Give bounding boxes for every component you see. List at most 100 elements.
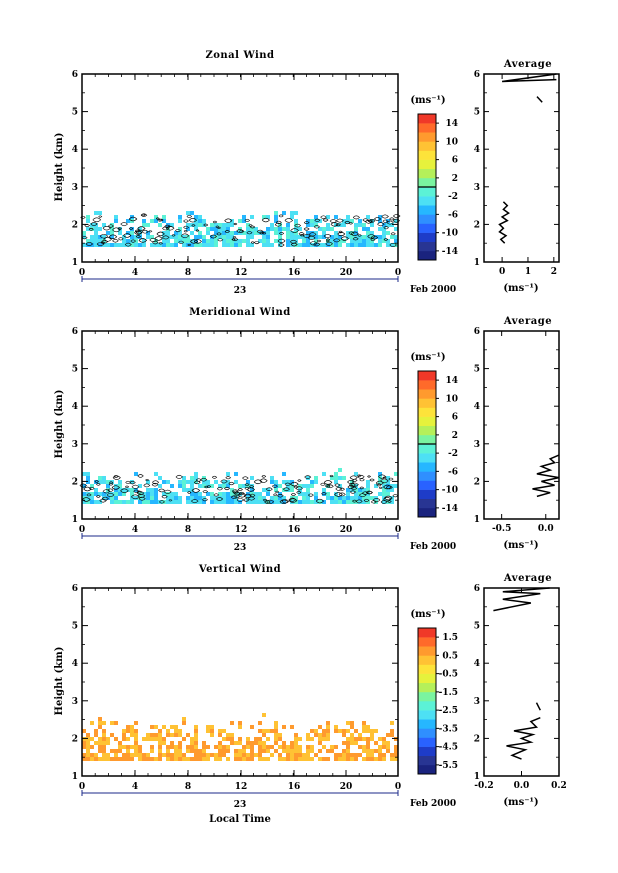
heatmap-cell	[174, 757, 178, 761]
heatmap-cell	[226, 235, 230, 239]
contour-line	[224, 218, 233, 223]
contour-line	[157, 218, 163, 222]
heatmap-cell	[126, 745, 130, 749]
contour-line	[295, 486, 303, 491]
heatmap-cell	[282, 211, 286, 215]
heatmap-cell	[206, 480, 210, 484]
heatmap-cell	[366, 239, 370, 243]
heatmap-cell	[134, 749, 138, 753]
heatmap-cell	[86, 745, 90, 749]
heatmap-cell	[326, 227, 330, 231]
heatmap-cell	[270, 227, 274, 231]
profile-y-tick-label: 1	[474, 258, 480, 268]
contour-line	[382, 476, 387, 480]
contour-line	[216, 497, 224, 501]
heatmap-cell	[334, 500, 338, 504]
heatmap-cell	[302, 243, 306, 247]
heatmap-cell	[202, 749, 206, 753]
heatmap-cell	[354, 737, 358, 741]
heatmap-cell	[306, 757, 310, 761]
contour-line	[383, 226, 389, 230]
heatmap-cell	[386, 231, 390, 235]
heatmap-cell	[122, 492, 126, 496]
contour-line	[123, 233, 132, 238]
heatmap-cell	[350, 484, 354, 488]
heatmap-cell	[246, 737, 250, 741]
heatmap-cell	[226, 757, 230, 761]
heatmap-cell	[202, 745, 206, 749]
heatmap-cell	[310, 484, 314, 488]
contour-line	[154, 236, 163, 241]
contour-line	[118, 237, 124, 241]
heatmap-cell	[162, 492, 166, 496]
heatmap-cell	[346, 219, 350, 223]
heatmap-cell	[158, 484, 162, 488]
heatmap-cell	[134, 733, 138, 737]
heatmap-cell	[386, 492, 390, 496]
contour-line	[213, 493, 220, 497]
heatmap-cell	[206, 757, 210, 761]
heatmap-cell	[330, 239, 334, 243]
heatmap-cell	[82, 243, 86, 247]
x-tick-label: 20	[340, 525, 353, 535]
heatmap-cell	[394, 757, 398, 761]
heatmap-cell	[146, 500, 150, 504]
heatmap-cell	[226, 484, 230, 488]
heatmap-cell	[298, 749, 302, 753]
heatmap-cell	[126, 219, 130, 223]
contour-line	[238, 491, 245, 496]
heatmap-cell	[382, 496, 386, 500]
heatmap-cell	[98, 476, 102, 480]
heatmap-cell	[370, 223, 374, 227]
profile-frame	[483, 73, 560, 263]
profile-y-tick-label: 3	[474, 697, 480, 707]
heatmap-cell	[194, 243, 198, 247]
heatmap-cell	[370, 749, 374, 753]
heatmap-cell	[382, 500, 386, 504]
heatmap-cell	[110, 243, 114, 247]
contour-line	[384, 495, 393, 501]
contour-line	[265, 487, 273, 492]
heatmap-cell	[158, 243, 162, 247]
heatmap-cell	[214, 239, 218, 243]
heatmap-cell	[266, 235, 270, 239]
colorbar-segment	[418, 407, 436, 417]
colorbar-tick-label: 14	[445, 376, 458, 386]
x-tick-label: 0	[79, 525, 85, 535]
profile-x-tick-label: -0.5	[492, 524, 511, 534]
heatmap-cell	[142, 753, 146, 757]
heatmap-cell	[138, 227, 142, 231]
colorbar-segment	[418, 710, 436, 720]
heatmap-cell	[110, 500, 114, 504]
heatmap-cell	[246, 753, 250, 757]
contour-line	[377, 222, 385, 227]
heatmap-cell	[210, 484, 214, 488]
contour-line	[296, 491, 302, 494]
heatmap-cell	[290, 741, 294, 745]
colorbar-segment	[418, 637, 436, 647]
y-axis-label-meridional: Height (km)	[54, 390, 65, 459]
heatmap-cell	[250, 757, 254, 761]
heatmap-cell	[234, 741, 238, 745]
heatmap-cell	[86, 476, 90, 480]
heatmap-cell	[138, 745, 142, 749]
heatmap-cell	[186, 480, 190, 484]
heatmap-cell	[90, 239, 94, 243]
heatmap-cell	[346, 749, 350, 753]
heatmap-cell	[358, 753, 362, 757]
heatmap-cell	[226, 480, 230, 484]
heatmap-cell	[314, 733, 318, 737]
contour-line	[134, 230, 143, 235]
heatmap-cell	[178, 753, 182, 757]
heatmap-cell	[94, 243, 98, 247]
heatmap-cell	[230, 231, 234, 235]
heatmap-cell	[158, 749, 162, 753]
colorbar-segment	[418, 141, 436, 151]
heatmap-cell	[114, 219, 118, 223]
heatmap-cell	[334, 745, 338, 749]
heatmap-cell	[94, 500, 98, 504]
heatmap-cell	[158, 753, 162, 757]
contour-line	[195, 229, 200, 232]
heatmap-cell	[326, 725, 330, 729]
heatmap-cell	[278, 484, 282, 488]
